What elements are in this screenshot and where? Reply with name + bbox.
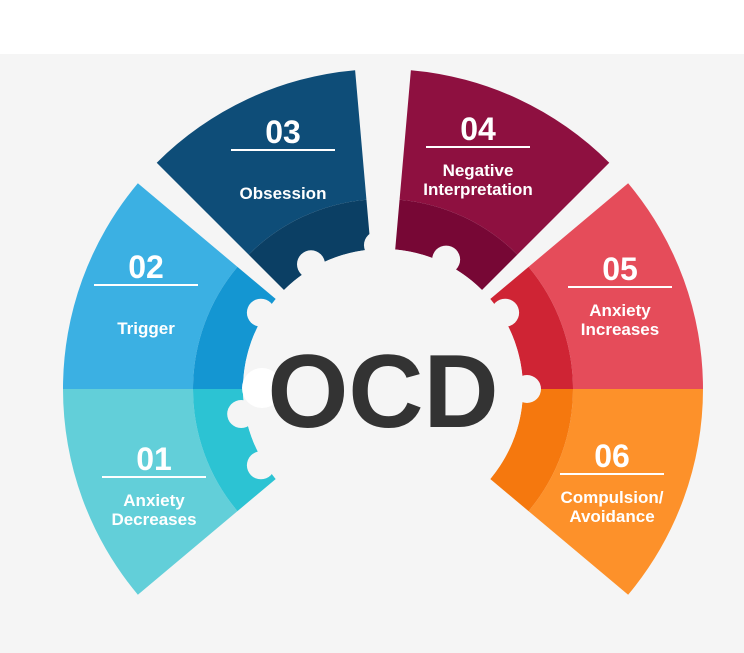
step-label-04-line-1: Negative bbox=[443, 161, 514, 180]
segment-03 bbox=[156, 70, 367, 255]
gear-tooth-8 bbox=[227, 400, 256, 429]
step-underline-02 bbox=[94, 284, 198, 286]
step-label-03-line-1: Obsession bbox=[240, 184, 327, 203]
step-label-01-line-1: Anxiety bbox=[123, 491, 185, 510]
center-disk bbox=[251, 257, 515, 521]
step-underline-05 bbox=[568, 286, 672, 288]
gear-tooth-2 bbox=[297, 250, 325, 279]
step-underline-04 bbox=[426, 146, 530, 148]
segment-inner-band-05 bbox=[490, 266, 573, 389]
segment-01 bbox=[63, 389, 238, 595]
segment-06 bbox=[528, 389, 703, 595]
step-number-04: 04 bbox=[460, 111, 496, 147]
gear-tooth-3 bbox=[363, 231, 392, 260]
segment-inner-band-01 bbox=[193, 389, 276, 512]
step-label-06-line-2: Avoidance bbox=[569, 507, 654, 526]
segment-inner-band-06 bbox=[490, 389, 573, 512]
step-number-05: 05 bbox=[602, 251, 638, 287]
step-number-01: 01 bbox=[136, 441, 172, 477]
segment-inner-band-04 bbox=[395, 199, 518, 291]
step-underline-01 bbox=[102, 476, 206, 478]
step-label-06-line-1: Compulsion/ bbox=[561, 488, 664, 507]
step-label-04-line-2: Interpretation bbox=[423, 180, 533, 199]
segment-inner-band-03 bbox=[248, 199, 371, 291]
center-highlight bbox=[242, 368, 282, 408]
segment-02 bbox=[63, 183, 238, 389]
step-number-02: 02 bbox=[128, 249, 164, 285]
gear-tooth-5 bbox=[491, 298, 520, 327]
step-number-03: 03 bbox=[265, 114, 301, 150]
segment-04 bbox=[399, 70, 610, 255]
gear-tooth-7 bbox=[246, 451, 275, 480]
step-label-05-line-2: Increases bbox=[581, 320, 659, 339]
gear-tooth-6 bbox=[513, 375, 541, 403]
gear-tooth-4 bbox=[432, 245, 461, 274]
step-label-05-line-1: Anxiety bbox=[589, 301, 651, 320]
step-label-02-line-1: Trigger bbox=[117, 319, 175, 338]
step-label-01-line-2: Decreases bbox=[111, 510, 196, 529]
center-title: OCD bbox=[267, 334, 498, 450]
step-underline-03 bbox=[231, 149, 335, 151]
step-underline-06 bbox=[560, 473, 664, 475]
step-number-06: 06 bbox=[594, 438, 630, 474]
gear-tooth-1 bbox=[246, 298, 275, 327]
segment-inner-band-02 bbox=[193, 266, 276, 389]
